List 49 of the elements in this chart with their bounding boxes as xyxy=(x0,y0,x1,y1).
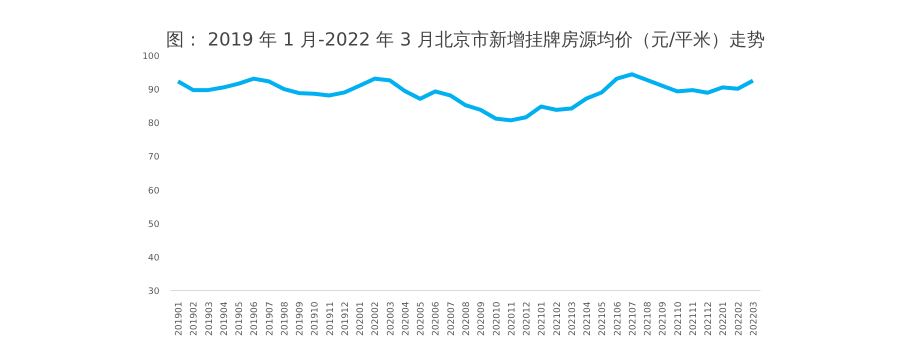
x-tick-label: 202112 xyxy=(704,301,714,336)
x-tick-label: 201909 xyxy=(296,301,306,336)
x-tick-label: 201908 xyxy=(280,301,290,336)
x-tick-label: 201907 xyxy=(265,301,276,336)
x-tick-label: 202003 xyxy=(386,301,396,336)
x-tick-label: 202101 xyxy=(538,301,548,336)
x-tick-label: 201911 xyxy=(326,301,336,336)
y-tick-label: 50 xyxy=(148,220,160,230)
x-tick-label: 202107 xyxy=(628,301,638,336)
x-tick-label: 202008 xyxy=(462,301,472,336)
x-tick-label: 202203 xyxy=(749,301,760,336)
x-tick-label: 201905 xyxy=(235,301,246,336)
x-tick-label: 202007 xyxy=(446,301,457,336)
y-tick-label: 60 xyxy=(148,186,160,196)
x-tick-label: 202105 xyxy=(598,301,608,336)
x-tick-label: 202104 xyxy=(583,301,594,336)
x-tick-label: 202108 xyxy=(644,301,654,336)
x-tick-label: 201901 xyxy=(174,301,185,336)
x-tick-label: 202012 xyxy=(522,301,533,336)
x-tick-label: 202001 xyxy=(356,301,366,336)
chart-title: 图： 2019 年 1 月-2022 年 3 月北京市新增挂牌房源均价（元/平米）走势 xyxy=(166,30,766,50)
y-tick-label: 90 xyxy=(148,86,160,96)
line-series xyxy=(176,72,755,122)
y-tick-label: 70 xyxy=(148,152,160,163)
x-tick-label: 202005 xyxy=(416,301,427,336)
y-tick-label: 100 xyxy=(142,52,160,62)
y-tick-label: 30 xyxy=(148,287,160,297)
x-tick-label: 201910 xyxy=(310,301,321,336)
y-tick-label: 80 xyxy=(148,119,160,130)
x-tick-label: 201903 xyxy=(204,301,215,336)
x-tick-label: 202004 xyxy=(401,301,412,336)
x-tick-label: 202009 xyxy=(477,301,488,336)
x-tick-label: 202106 xyxy=(613,301,624,336)
x-tick-label: 202002 xyxy=(371,301,382,336)
x-tick-label: 202102 xyxy=(552,301,563,336)
x-tick-label: 202111 xyxy=(688,301,699,336)
x-tick-label: 202006 xyxy=(432,301,442,336)
x-tick-label: 201906 xyxy=(250,301,260,336)
x-tick-label: 202109 xyxy=(658,301,669,336)
x-tick-label: 201912 xyxy=(340,301,351,336)
x-tick-label: 202103 xyxy=(568,301,578,336)
x-tick-label: 202011 xyxy=(507,301,518,336)
x-tick-label: 202201 xyxy=(719,301,730,336)
x-tick-label: 202202 xyxy=(734,301,744,336)
x-tick-label: 202110 xyxy=(674,301,684,336)
x-tick-label: 201902 xyxy=(190,301,200,336)
y-tick-label: 40 xyxy=(148,253,160,264)
x-tick-label: 202010 xyxy=(492,301,502,336)
x-tick-label: 201904 xyxy=(220,301,230,336)
